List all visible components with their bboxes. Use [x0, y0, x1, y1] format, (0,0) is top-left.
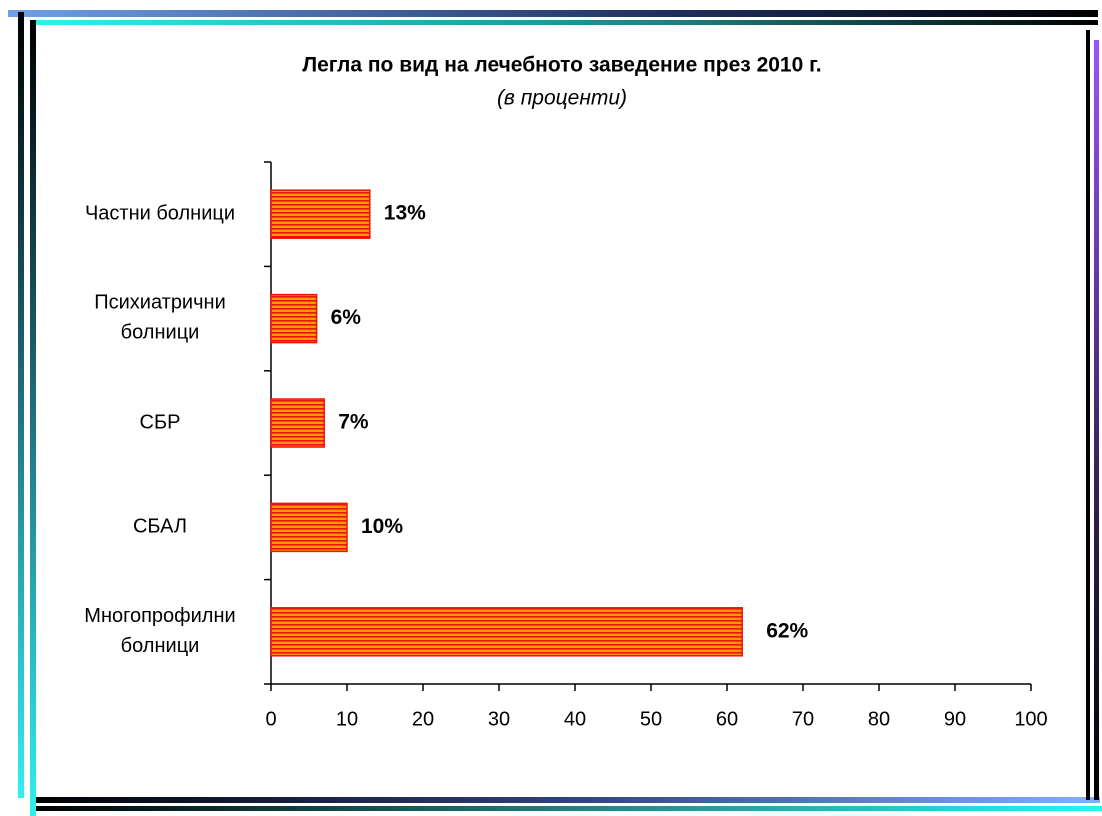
- y-tick-label: Частни болници: [85, 202, 235, 224]
- data-label: 7%: [338, 411, 369, 434]
- bar: [270, 189, 371, 239]
- data-label: 10%: [361, 515, 403, 538]
- x-tick-label: 90: [944, 708, 966, 730]
- bar: [270, 502, 348, 553]
- data-label: 6%: [331, 306, 362, 329]
- bar: [270, 607, 743, 657]
- frame: [8, 10, 1102, 816]
- x-tick-label: 60: [716, 708, 738, 730]
- x-tick-label: 80: [868, 708, 890, 730]
- x-tick-label: 100: [1014, 708, 1047, 730]
- y-tick-label: СБАЛ: [133, 516, 187, 538]
- data-label: 13%: [384, 202, 426, 225]
- y-tick-label: Психиатрични болници: [94, 292, 226, 344]
- x-tick-label: 50: [640, 708, 662, 730]
- x-tick-label: 10: [336, 708, 358, 730]
- bar: [270, 293, 318, 344]
- x-tick-label: 20: [412, 708, 434, 730]
- x-tick-label: 30: [488, 708, 510, 730]
- x-tick-label: 40: [564, 708, 586, 730]
- chart-title: Легла по вид на лечебното заведение през…: [302, 54, 821, 77]
- data-label: 62%: [766, 619, 808, 642]
- x-tick-label: 0: [265, 708, 276, 730]
- bar: [270, 398, 325, 448]
- x-tick-label: 70: [792, 708, 814, 730]
- y-tick-label: СБР: [140, 411, 181, 433]
- y-tick-label: Многопрофилни болници: [84, 605, 235, 657]
- chart-subtitle: (в проценти): [497, 87, 627, 110]
